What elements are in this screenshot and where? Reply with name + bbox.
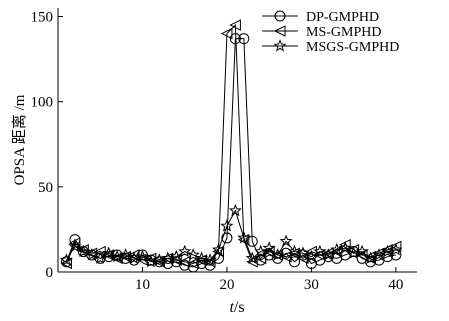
data-point (287, 244, 302, 258)
data-point (304, 249, 318, 263)
data-point (220, 219, 234, 232)
data-point (60, 257, 72, 270)
data-point (228, 203, 242, 217)
data-point (262, 241, 276, 254)
data-point (372, 248, 386, 261)
data-point (380, 244, 394, 258)
data-point (68, 239, 82, 252)
data-point (229, 19, 241, 31)
data-point (271, 248, 285, 261)
x-axis-label: t/s (229, 299, 244, 316)
data-point (152, 253, 166, 266)
y-tick-label: 50 (38, 180, 53, 196)
tick-layer: 10 20 30 40 0 50 100 150 (31, 10, 404, 293)
legend-item: MSGS-GMPHD (262, 39, 399, 55)
axes (57, 8, 417, 273)
data-point (119, 248, 133, 261)
data-point (144, 254, 158, 268)
data-point (85, 248, 99, 261)
data-point (221, 232, 233, 244)
data-point (355, 244, 369, 258)
data-point (279, 234, 293, 247)
data-point (203, 255, 216, 268)
legend-marker (273, 39, 287, 52)
data-point (169, 249, 183, 263)
x-tick-label: 20 (219, 277, 234, 293)
data-point (161, 251, 175, 264)
data-point (102, 246, 116, 259)
x-tick-label: 30 (304, 277, 319, 293)
data-point (127, 251, 141, 264)
data-point (178, 255, 191, 268)
data-point (110, 249, 124, 263)
data-point (59, 253, 73, 266)
data-point (178, 244, 192, 258)
data-point (135, 249, 149, 263)
legend-item: DP-GMPHD (262, 10, 379, 25)
series-line (65, 38, 396, 268)
series-DP-GMPHD (60, 33, 402, 273)
data-point (347, 246, 361, 259)
series-MSGS-GMPHD (59, 203, 403, 268)
legend-label: DP-GMPHD (306, 10, 379, 25)
data-point (245, 251, 259, 264)
legend-item: MS-GMPHD (262, 25, 381, 40)
data-point (76, 244, 90, 258)
legend-marker (274, 10, 286, 22)
data-point (338, 241, 352, 254)
data-point (389, 243, 403, 256)
y-tick-label: 0 (46, 265, 54, 281)
series-layer (59, 19, 403, 273)
data-point (195, 251, 209, 264)
data-point (220, 27, 233, 40)
data-point (296, 246, 310, 259)
legend-marker (273, 25, 286, 37)
x-tick-label: 10 (135, 277, 150, 293)
x-axis-unit: /s (234, 299, 245, 316)
data-point (211, 243, 226, 256)
y-axis-label: OPSA 距离 /m (11, 94, 28, 185)
legend-label: MS-GMPHD (306, 25, 381, 40)
data-point (254, 252, 267, 265)
legend-label: MSGS-GMPHD (306, 40, 399, 55)
x-axis-variable: t (229, 299, 234, 316)
data-point (93, 251, 107, 264)
data-point (238, 33, 250, 45)
y-tick-label: 150 (31, 10, 54, 26)
data-point (246, 255, 258, 268)
data-point (313, 244, 327, 258)
data-point (203, 253, 217, 266)
x-tick-label: 40 (388, 277, 403, 293)
data-point (186, 248, 200, 261)
data-point (289, 256, 301, 268)
data-point (170, 254, 182, 266)
y-tick-label: 100 (31, 95, 54, 111)
data-point (254, 244, 268, 258)
data-point (321, 248, 335, 261)
data-point (364, 251, 378, 264)
data-point (237, 231, 251, 244)
data-point (330, 243, 344, 256)
